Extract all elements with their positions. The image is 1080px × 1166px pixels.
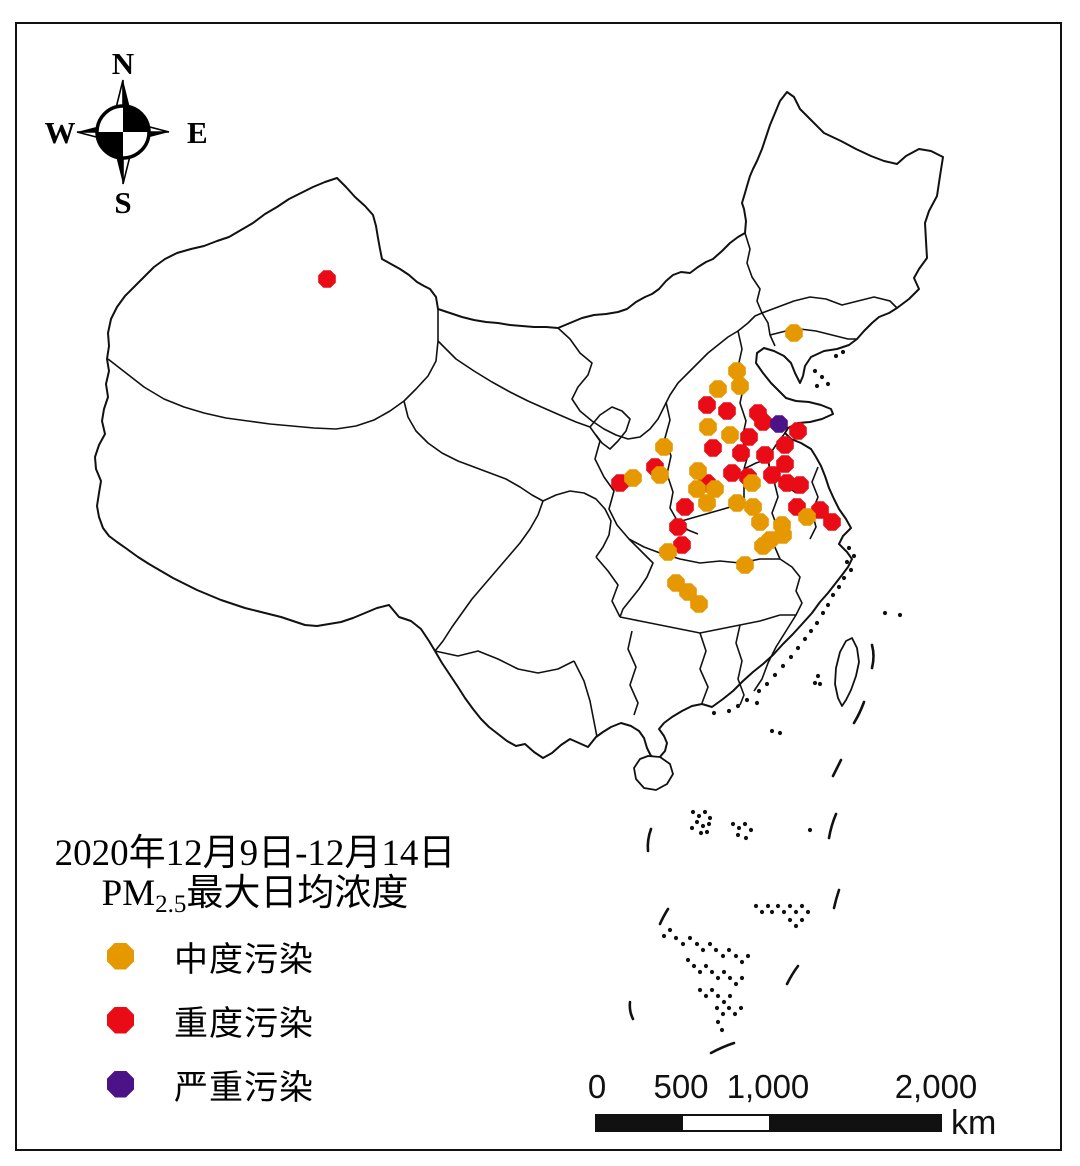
marker-moderate (679, 583, 697, 601)
small-island-dots (661, 349, 903, 1033)
legend-title: 2020年12月9日-12月14日 PM2.5最大日均浓度 (40, 834, 470, 925)
marker-heavy (756, 446, 774, 464)
china-national-boundary (94, 91, 944, 759)
marker-heavy (754, 413, 772, 431)
scalebar-labels: 0 500 1,000 2,000 (0, 1068, 1080, 1105)
marker-moderate (709, 380, 727, 398)
marker-moderate (798, 508, 816, 526)
scalebar-seg-3 (769, 1116, 940, 1130)
scalebar-tick-2000: 2,000 (894, 1068, 978, 1105)
marker-heavy (676, 498, 694, 516)
compass-label-east: E (187, 115, 208, 150)
pm-subscript: 2.5 (155, 891, 187, 918)
marker-severe (770, 415, 788, 433)
marker-heavy (776, 436, 794, 454)
marker-moderate (655, 438, 673, 456)
marker-heavy (740, 428, 758, 446)
legend-label-heavy: 重度污染 (174, 1005, 314, 1043)
marker-moderate (699, 418, 717, 436)
marker-heavy (732, 444, 750, 462)
heavy-octagon-swatch (107, 1006, 134, 1034)
marker-moderate (728, 494, 746, 512)
scalebar-seg-2 (683, 1116, 769, 1130)
marker-heavy (318, 270, 336, 288)
scalebar-tick-0: 0 (587, 1068, 607, 1105)
islands (633, 637, 860, 791)
marker-heavy (776, 455, 794, 473)
marker-moderate (659, 543, 677, 561)
marker-moderate (728, 362, 746, 380)
pollution-markers (318, 270, 841, 613)
compass-label-north: N (112, 46, 134, 81)
marker-moderate (651, 466, 669, 484)
marker-heavy (669, 518, 687, 536)
marker-moderate (706, 480, 724, 498)
marker-heavy (698, 396, 716, 414)
marker-moderate (785, 324, 803, 342)
marker-heavy (823, 513, 841, 531)
legend-label-moderate: 中度污染 (174, 941, 314, 979)
marker-moderate (689, 462, 707, 480)
marker-heavy (704, 439, 722, 457)
scalebar-seg-1 (597, 1116, 683, 1130)
legend-item-heavy: 重度污染 (40, 1005, 314, 1043)
compass-label-west: W (45, 115, 76, 150)
marker-heavy (789, 422, 807, 440)
scalebar-tick-500: 500 (653, 1068, 709, 1105)
severe-octagon-swatch (107, 1070, 134, 1098)
marker-moderate (736, 556, 754, 574)
marker-heavy (723, 464, 741, 482)
nine-dash-line (628, 643, 875, 1055)
marker-heavy (718, 402, 736, 420)
scalebar-tick-1000: 1,000 (726, 1068, 810, 1105)
legend-label-severe: 严重污染 (174, 1069, 314, 1107)
legend-title-line1: 2020年12月9日-12月14日 (54, 833, 456, 874)
marker-moderate (751, 513, 769, 531)
marker-moderate (690, 595, 708, 613)
marker-heavy (673, 536, 691, 554)
compass-star (76, 79, 170, 185)
legend-item-severe: 严重污染 (40, 1069, 314, 1107)
marker-moderate (731, 377, 749, 395)
moderate-octagon-swatch (107, 942, 134, 970)
scalebar (595, 1114, 942, 1132)
marker-heavy (763, 466, 781, 484)
marker-heavy (791, 476, 809, 494)
marker-moderate (721, 426, 739, 444)
marker-moderate (754, 537, 772, 555)
marker-moderate (743, 474, 761, 492)
compass-label-south: S (114, 185, 131, 220)
legend-title-line2: PM2.5最大日均浓度 (101, 873, 409, 919)
marker-moderate (744, 498, 762, 516)
marker-moderate (624, 469, 642, 487)
scalebar-unit: km (951, 1104, 997, 1142)
marker-moderate (698, 494, 716, 512)
marker-moderate (688, 480, 706, 498)
legend-item-moderate: 中度污染 (40, 941, 314, 979)
